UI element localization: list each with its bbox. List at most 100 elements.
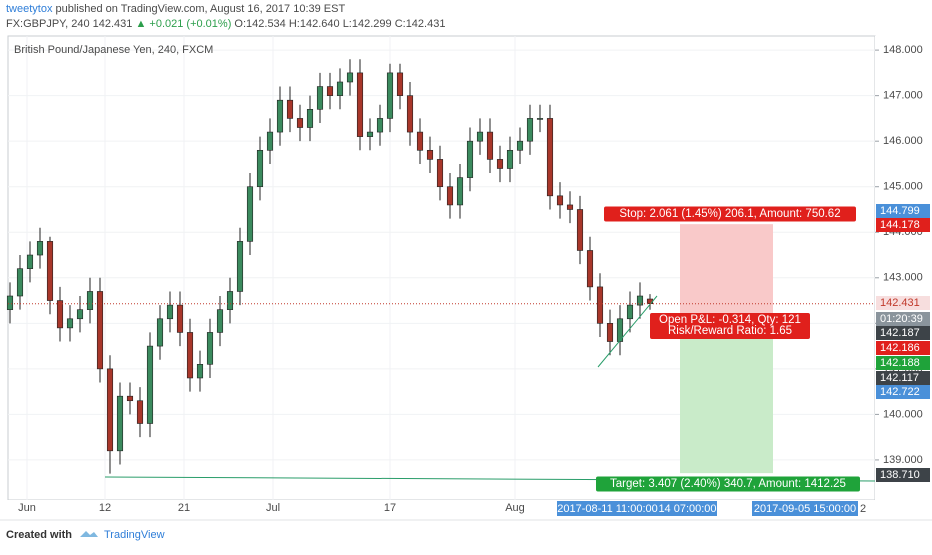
candle-body [456, 177, 464, 206]
candle-body [536, 118, 544, 120]
close: C:142.431 [395, 18, 446, 30]
trend-line [597, 295, 658, 368]
candle-body [616, 318, 624, 342]
x-tick-label: Aug [505, 502, 525, 514]
candle-body [556, 195, 564, 206]
candle-body [116, 395, 124, 452]
price-tag: 144.178 [880, 219, 920, 231]
candle-body [266, 131, 274, 151]
y-tick-label: 140.000 [883, 408, 923, 420]
candle-body [126, 395, 134, 402]
candle-body [516, 140, 524, 151]
y-tick-label: 146.000 [883, 135, 923, 147]
candle-body [596, 286, 604, 324]
candle-body [496, 159, 504, 169]
x-tick-label: 12 [99, 502, 111, 514]
candle-body [136, 400, 144, 424]
time-tag: 2017-09-05 15:00:00 [754, 503, 856, 515]
price-tag-box [876, 204, 930, 218]
candle-body [236, 241, 244, 292]
low: L:142.299 [343, 18, 392, 30]
candle-body [486, 131, 494, 160]
price-tag-box [876, 385, 930, 399]
footer-brand[interactable]: TradingView [104, 529, 165, 541]
stop-zone [680, 224, 773, 318]
time-tag: 2017-08-11 11:00:00 [557, 503, 658, 515]
candle-body [246, 186, 254, 242]
price-tag: 142.722 [880, 386, 920, 398]
price-axis [875, 36, 932, 500]
position-zones [680, 224, 773, 474]
candle-body [76, 309, 84, 320]
price-tag: 142.431 [880, 297, 920, 309]
candle-body [56, 300, 64, 329]
price-tag-box [876, 296, 930, 310]
candle-body [396, 72, 404, 96]
symbol: FX:GBPJPY, 240 [6, 18, 90, 30]
x-tick-label: 17 [384, 502, 396, 514]
price-tag-box [876, 371, 930, 385]
author[interactable]: tweetytox [6, 3, 53, 15]
time-tag: 14 07:00:00 [658, 503, 716, 515]
last: 142.431 [93, 18, 133, 30]
candle-body [176, 304, 184, 333]
candle-body [296, 118, 304, 128]
candle-body [166, 304, 174, 320]
x-tick-label: Jul [266, 502, 280, 514]
price-tag-box [876, 341, 930, 355]
time-tag: 2 [860, 503, 866, 515]
high: H:142.640 [289, 18, 340, 30]
candle-body [306, 109, 314, 128]
stop-label: Stop: 2.061 (1.45%) 206.1, Amount: 750.6… [619, 208, 840, 220]
candle-body [366, 131, 374, 137]
candle-body [376, 118, 384, 133]
candle-body [16, 268, 24, 297]
candle-body [276, 99, 284, 133]
candle-body [46, 241, 54, 301]
tv-logo [80, 531, 98, 537]
footer-created: Created with [6, 529, 72, 541]
y-tick-label: 147.000 [883, 90, 923, 102]
candle-body [66, 318, 74, 329]
change: ▲ +0.021 (+0.01%) [135, 18, 231, 30]
pnl-label: Open P&L: -0.314, Qty: 121 [659, 314, 801, 326]
target-label: Target: 3.407 (2.40%) 340.7, Amount: 141… [610, 478, 846, 490]
chart-title: British Pound/Japanese Yen, 240, FXCM [14, 44, 213, 56]
x-tick-label: 21 [178, 502, 190, 514]
candle-body [356, 72, 364, 137]
price-tag: 142.188 [880, 357, 920, 369]
price-tag-box [876, 218, 930, 232]
candle-body [196, 364, 204, 379]
candle-body [416, 131, 424, 151]
candle-body [466, 140, 474, 178]
candle-body [476, 131, 484, 142]
x-tick-label: Jun [18, 502, 36, 514]
published: published on TradingView.com, August 16,… [56, 3, 346, 15]
rr-label: Risk/Reward Ratio: 1.65 [668, 325, 792, 337]
candle-body [316, 86, 324, 110]
stop-label-box [604, 206, 856, 222]
candle-body [566, 204, 574, 210]
candle-body [506, 149, 514, 169]
candle-body [106, 368, 114, 452]
candle-body [346, 72, 354, 83]
y-tick-label: 148.000 [883, 44, 923, 56]
pnl-box [650, 313, 810, 339]
price-tag: 01:20:39 [880, 313, 923, 325]
candle-body [326, 86, 334, 96]
candle-body [6, 295, 14, 310]
candle-body [256, 149, 264, 188]
candle-body [156, 318, 164, 347]
candle-body [96, 291, 104, 370]
time-tag-box [858, 501, 868, 516]
candle-body [426, 149, 434, 160]
candle-body [216, 309, 224, 333]
price-tag: 138.710 [880, 469, 920, 481]
candle-body [386, 72, 394, 119]
price-tag: 142.187 [880, 327, 920, 339]
time-tag-box [658, 501, 717, 516]
candle-body [626, 304, 634, 320]
candle-body [146, 345, 154, 424]
candle-body [606, 323, 614, 342]
